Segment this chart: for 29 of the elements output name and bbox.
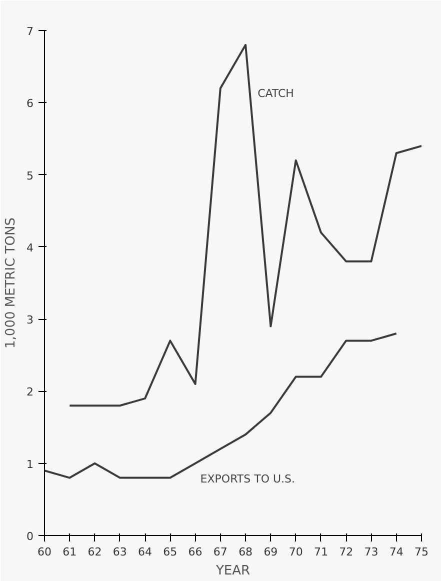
- x-tick-label: 65: [163, 546, 178, 558]
- x-tick-label: 60: [38, 546, 52, 558]
- x-tick-label: 69: [264, 546, 278, 558]
- y-tick-label: 2: [26, 386, 34, 399]
- x-tick-label: 61: [62, 546, 77, 558]
- line-series: [68, 44, 422, 407]
- y-tick-label: 1: [26, 458, 34, 471]
- x-tick-label: 70: [288, 546, 303, 558]
- x-tick-label: 72: [339, 546, 354, 558]
- x-axis-title: YEAR: [214, 564, 250, 578]
- x-tick-label: 71: [314, 546, 328, 558]
- x-tick-label: 66: [188, 546, 202, 558]
- series-label: CATCH: [258, 86, 294, 100]
- x-tick-label: 67: [213, 546, 228, 558]
- x-tick-label: 73: [364, 546, 378, 558]
- x-tick-label: 68: [238, 546, 253, 558]
- x-tick-label: 74: [389, 546, 404, 558]
- x-tick-label: 62: [88, 546, 102, 558]
- series-label: EXPORTS TO U.S.: [200, 472, 296, 486]
- y-axis-title: 1,000 METRIC TONS: [4, 218, 18, 348]
- y-tick-label: 6: [26, 97, 34, 110]
- x-tick-label: 64: [138, 546, 152, 558]
- y-tick-label: 5: [26, 169, 34, 182]
- y-tick-label: 3: [26, 314, 34, 327]
- y-tick-label: 4: [26, 241, 34, 254]
- y-tick-label: 0: [26, 530, 34, 543]
- x-tick-label: 63: [112, 546, 127, 558]
- y-tick-label: 7: [26, 25, 34, 38]
- x-tick-label: 75: [414, 546, 428, 558]
